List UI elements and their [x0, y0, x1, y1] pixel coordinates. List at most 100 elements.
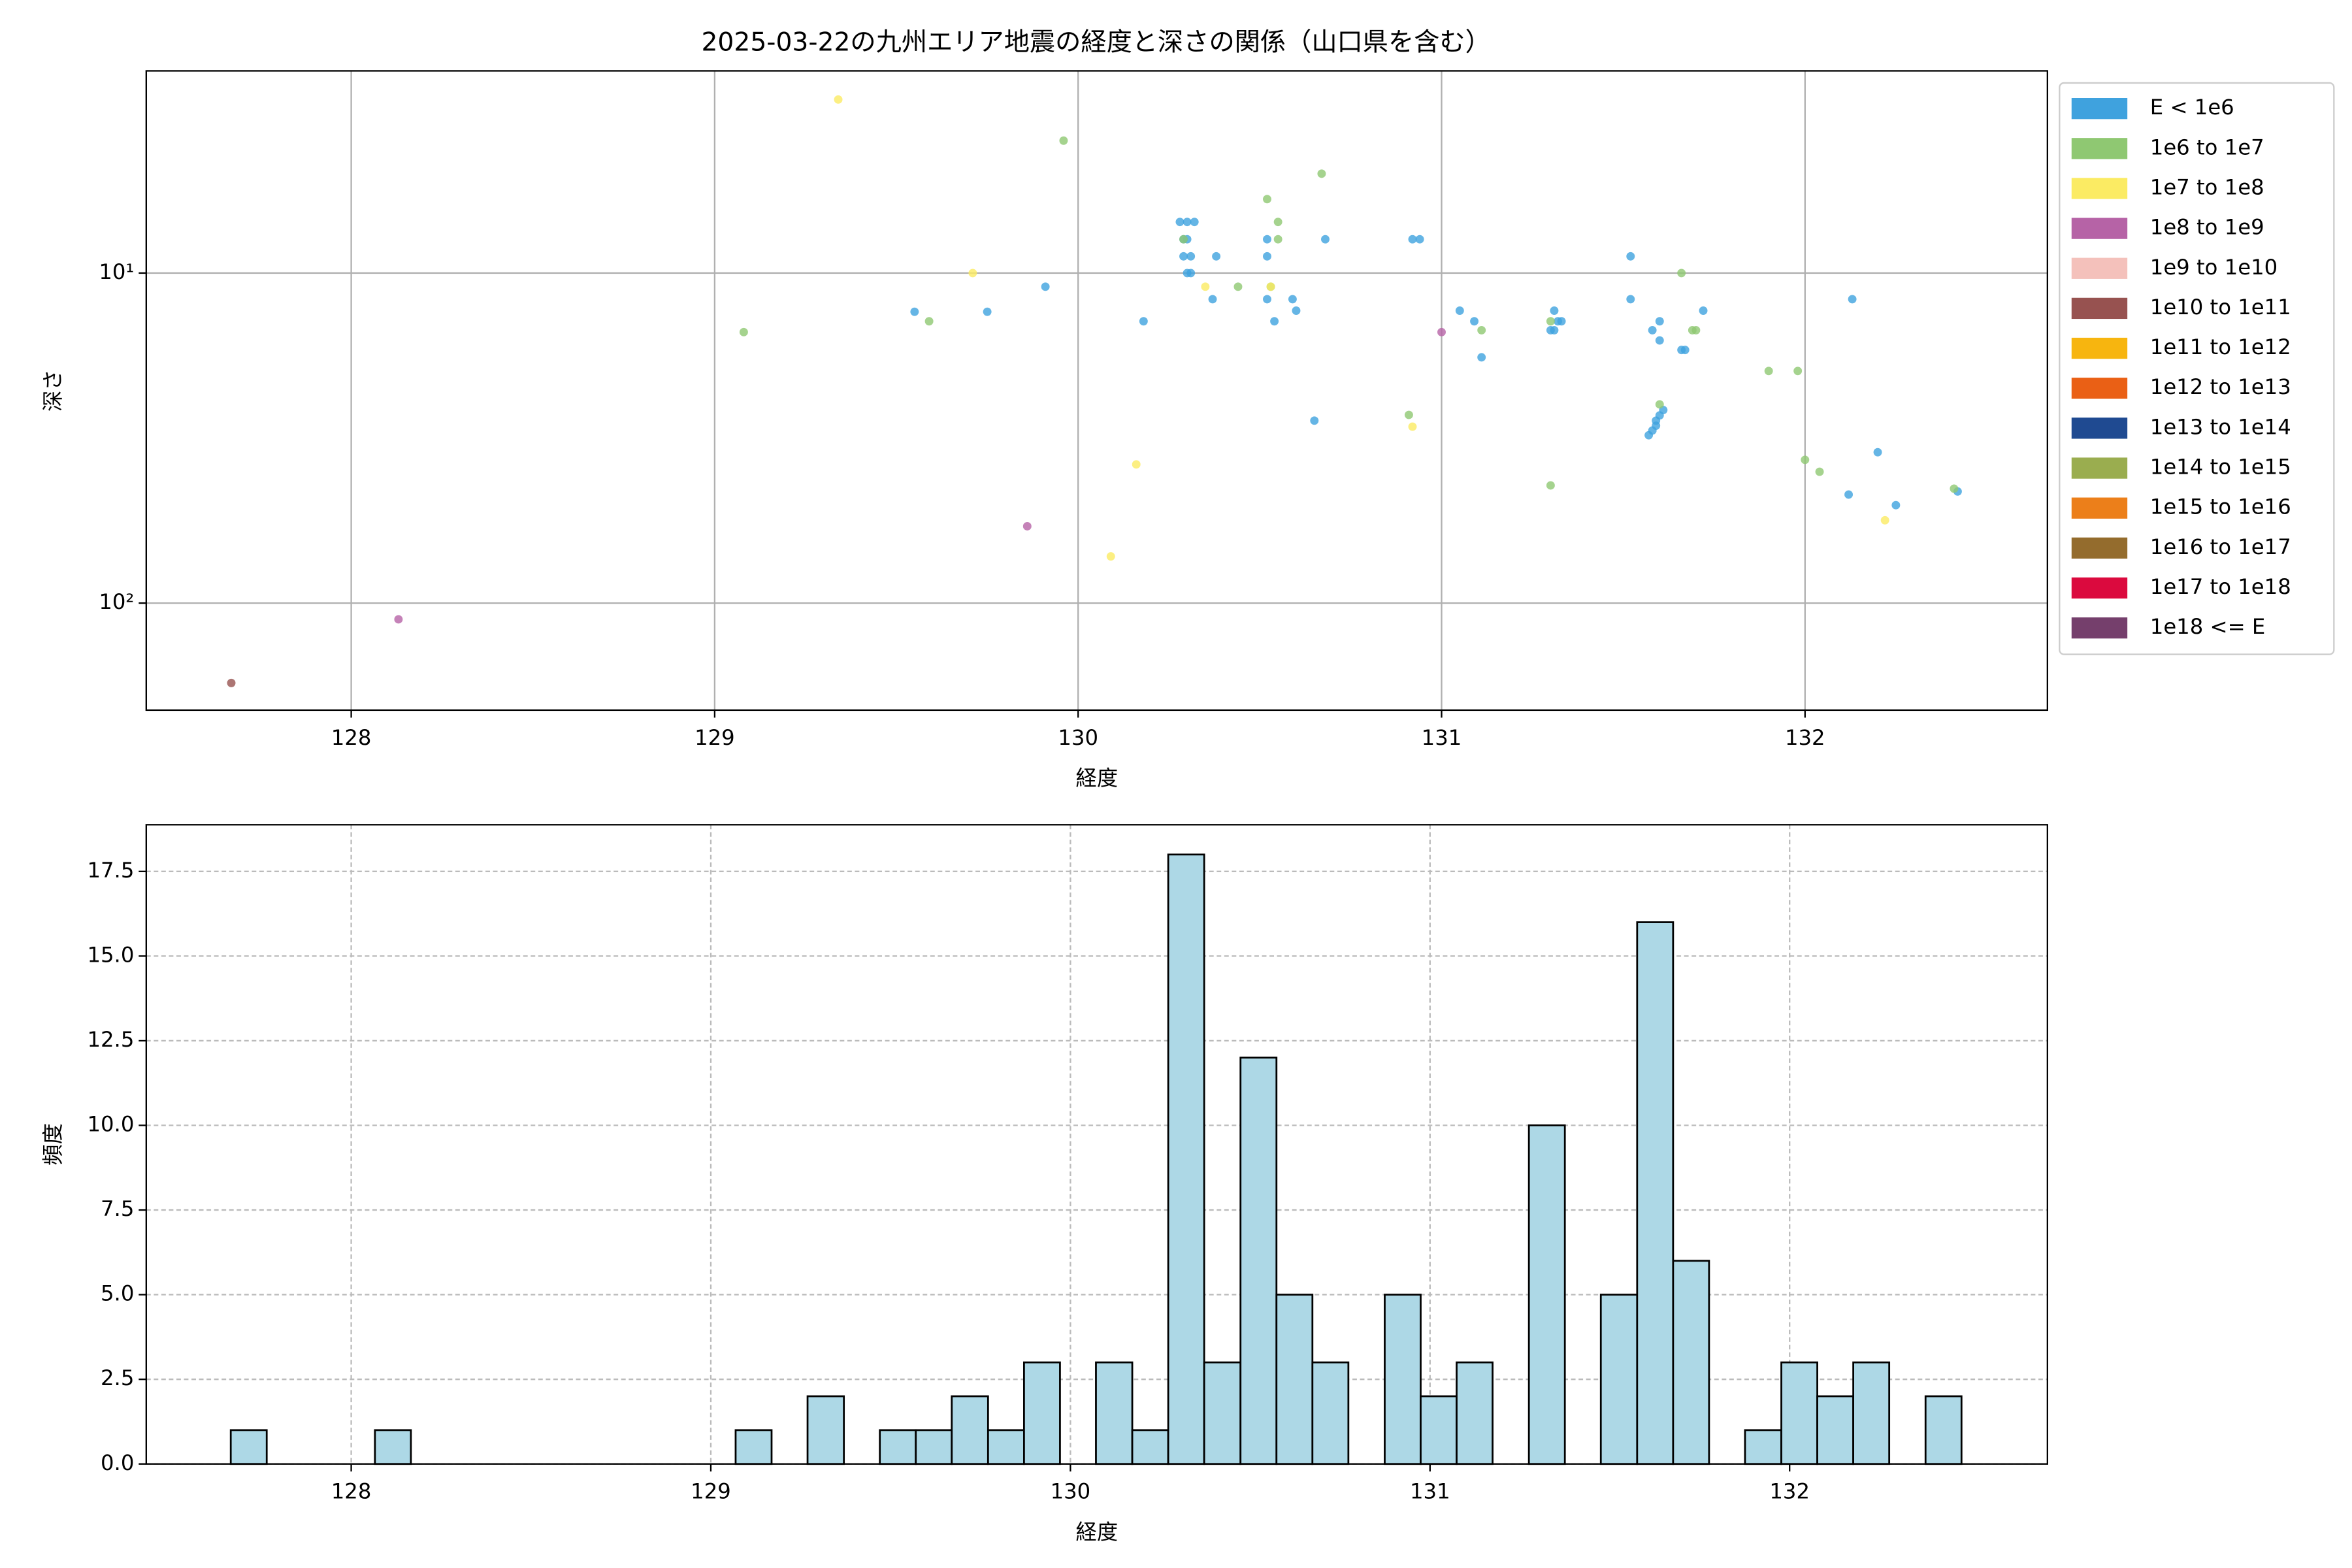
bar — [1924, 1395, 1963, 1465]
point — [1132, 460, 1141, 469]
point — [1848, 295, 1857, 304]
point — [1626, 252, 1635, 261]
bar — [1672, 1260, 1710, 1465]
point — [1655, 336, 1664, 345]
x-axis-label: 経度 — [1076, 1520, 1119, 1544]
bar — [1131, 1429, 1169, 1465]
point — [1655, 317, 1664, 326]
point — [1455, 306, 1464, 315]
point — [968, 269, 977, 278]
point — [1292, 306, 1301, 315]
point — [1212, 252, 1221, 261]
point — [1233, 282, 1243, 291]
bar — [1816, 1395, 1855, 1465]
legend-swatch — [2071, 257, 2128, 279]
point — [1880, 515, 1889, 525]
point — [1546, 317, 1555, 326]
legend-label: 1e12 to 1e13 — [2150, 374, 2291, 399]
legend-swatch — [2071, 417, 2128, 439]
legend-label: 1e8 to 1e9 — [2150, 215, 2264, 240]
bar — [1023, 1361, 1061, 1465]
y-tick-label: 12.5 — [87, 1027, 134, 1052]
legend-swatch — [2071, 138, 2128, 159]
point — [1437, 327, 1446, 336]
point — [924, 317, 934, 326]
bar — [987, 1429, 1025, 1465]
point — [1404, 410, 1413, 419]
point — [1415, 235, 1424, 244]
point — [1550, 325, 1559, 335]
point — [1652, 416, 1661, 425]
point — [1270, 317, 1279, 326]
point — [1764, 367, 1773, 376]
point — [1626, 295, 1635, 304]
point — [1648, 325, 1657, 335]
bar — [1599, 1294, 1639, 1465]
x-tick-label: 130 — [1051, 1479, 1091, 1504]
y-tick-label: 15.0 — [87, 942, 134, 967]
bar — [1167, 853, 1205, 1465]
point — [1273, 235, 1282, 244]
bar — [1203, 1361, 1242, 1465]
point — [1310, 416, 1319, 425]
point — [1677, 269, 1686, 278]
point — [1408, 422, 1417, 431]
y-axis-label: 深さ — [41, 369, 65, 412]
legend-box — [2059, 82, 2335, 655]
y-tick-label: 10¹ — [99, 259, 134, 284]
y-axis-label: 頻度 — [41, 1123, 65, 1166]
point — [1175, 218, 1184, 227]
x-tick-label: 131 — [1422, 725, 1462, 750]
point — [1263, 235, 1271, 244]
point — [1891, 500, 1901, 510]
point — [1844, 490, 1854, 499]
legend-swatch — [2071, 537, 2128, 559]
point — [1273, 218, 1282, 227]
point — [1059, 136, 1068, 145]
point — [1873, 448, 1882, 457]
y-tick-label: 0.0 — [101, 1450, 134, 1475]
bar — [374, 1429, 412, 1465]
axes-frame — [145, 70, 2048, 711]
chart-title: 2025-03-22の九州エリア地震の経度と深さの関係（山口県を含む） — [701, 27, 1490, 57]
point — [1557, 317, 1566, 326]
point — [1699, 306, 1708, 315]
y-tick-label: 2.5 — [101, 1365, 134, 1390]
bar — [915, 1429, 953, 1465]
x-tick-label: 129 — [691, 1479, 731, 1504]
bar — [1852, 1361, 1891, 1465]
point — [910, 307, 919, 316]
bar — [1095, 1361, 1134, 1465]
point — [1263, 252, 1271, 261]
point — [1655, 400, 1664, 409]
point — [1801, 455, 1810, 465]
y-tick-label: 5.0 — [101, 1281, 134, 1306]
legend-swatch — [2071, 218, 2128, 239]
legend-label: 1e9 to 1e10 — [2150, 255, 2278, 280]
legend-label: 1e13 to 1e14 — [2150, 414, 2291, 439]
bar — [1384, 1294, 1422, 1465]
axes-frame — [145, 824, 2048, 1465]
point — [1793, 367, 1803, 376]
point — [1691, 325, 1701, 335]
y-tick-label: 17.5 — [87, 858, 134, 883]
y-tick-label: 7.5 — [101, 1196, 134, 1221]
legend-label: 1e6 to 1e7 — [2150, 135, 2264, 159]
x-tick-label: 130 — [1058, 725, 1098, 750]
point — [983, 307, 992, 316]
point — [1321, 235, 1330, 244]
point — [1263, 295, 1271, 304]
legend-swatch — [2071, 337, 2128, 359]
point — [1139, 317, 1148, 326]
legend-swatch — [2071, 457, 2128, 479]
bar — [806, 1395, 845, 1465]
legend-label: 1e15 to 1e16 — [2150, 495, 2291, 519]
x-tick-label: 128 — [331, 725, 372, 750]
point — [1041, 282, 1050, 291]
bar — [1311, 1361, 1350, 1465]
bar — [1527, 1124, 1566, 1465]
point — [1022, 522, 1032, 531]
point — [1179, 252, 1188, 261]
bar — [1636, 921, 1674, 1465]
